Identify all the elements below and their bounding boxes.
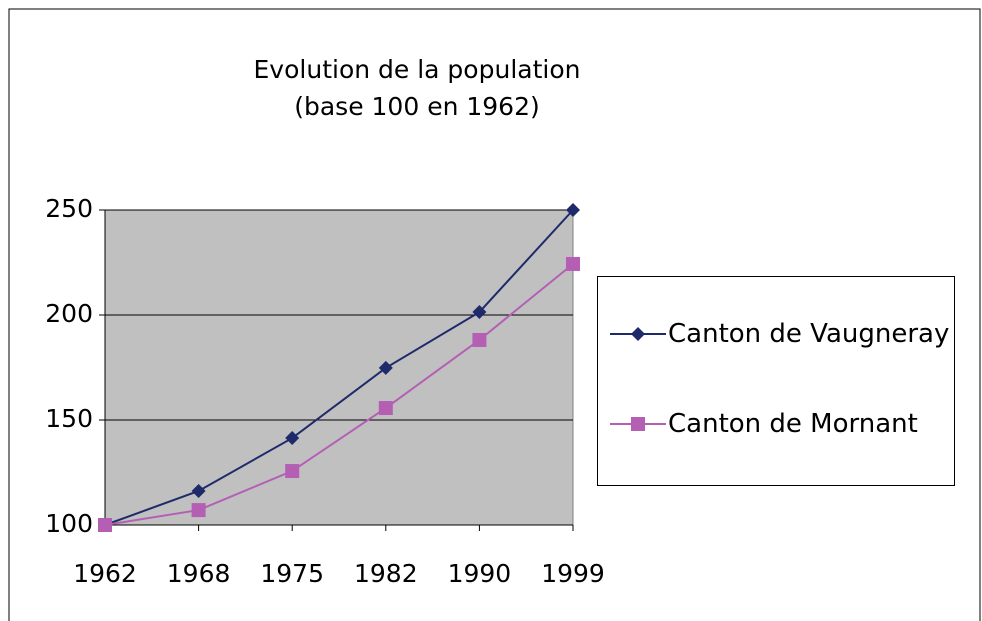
chart-subtitle: (base 100 en 1962) (294, 92, 540, 121)
frame (8, 8, 981, 621)
y-tick-label: 150 (45, 404, 93, 433)
x-tick-label: 1999 (541, 559, 605, 588)
legend-entry: Canton de Vaugneray (608, 317, 953, 351)
y-tick-label: 250 (45, 194, 93, 223)
marker (285, 431, 300, 446)
x-tick-label: 1990 (448, 559, 512, 588)
marker (378, 360, 393, 375)
marker (566, 256, 580, 271)
marker (98, 518, 112, 532)
y-tick-label: 100 (45, 509, 93, 538)
marker (472, 332, 487, 347)
legend: Canton de Vaugneray Canton de Mornant (597, 276, 955, 486)
plot-area (104, 209, 574, 526)
series-line (104, 209, 574, 526)
legend-swatch (610, 327, 666, 341)
marker (378, 401, 393, 416)
marker (631, 327, 645, 341)
marker (191, 483, 206, 498)
x-tick-label: 1982 (354, 559, 418, 588)
x-tick-label: 1962 (73, 559, 137, 588)
legend-label: Canton de Vaugneray (668, 319, 950, 349)
legend-entry: Canton de Mornant (608, 407, 953, 441)
marker (285, 464, 300, 479)
marker (472, 305, 487, 320)
chart-title: Evolution de la population (254, 55, 581, 84)
x-tick-label: 1968 (167, 559, 231, 588)
marker (631, 417, 645, 431)
marker (191, 503, 206, 518)
series-line (104, 263, 574, 526)
y-tick-label: 200 (45, 299, 93, 328)
legend-swatch (610, 417, 666, 431)
legend-label: Canton de Mornant (668, 409, 918, 439)
x-tick-label: 1975 (260, 559, 324, 588)
marker (566, 203, 580, 217)
